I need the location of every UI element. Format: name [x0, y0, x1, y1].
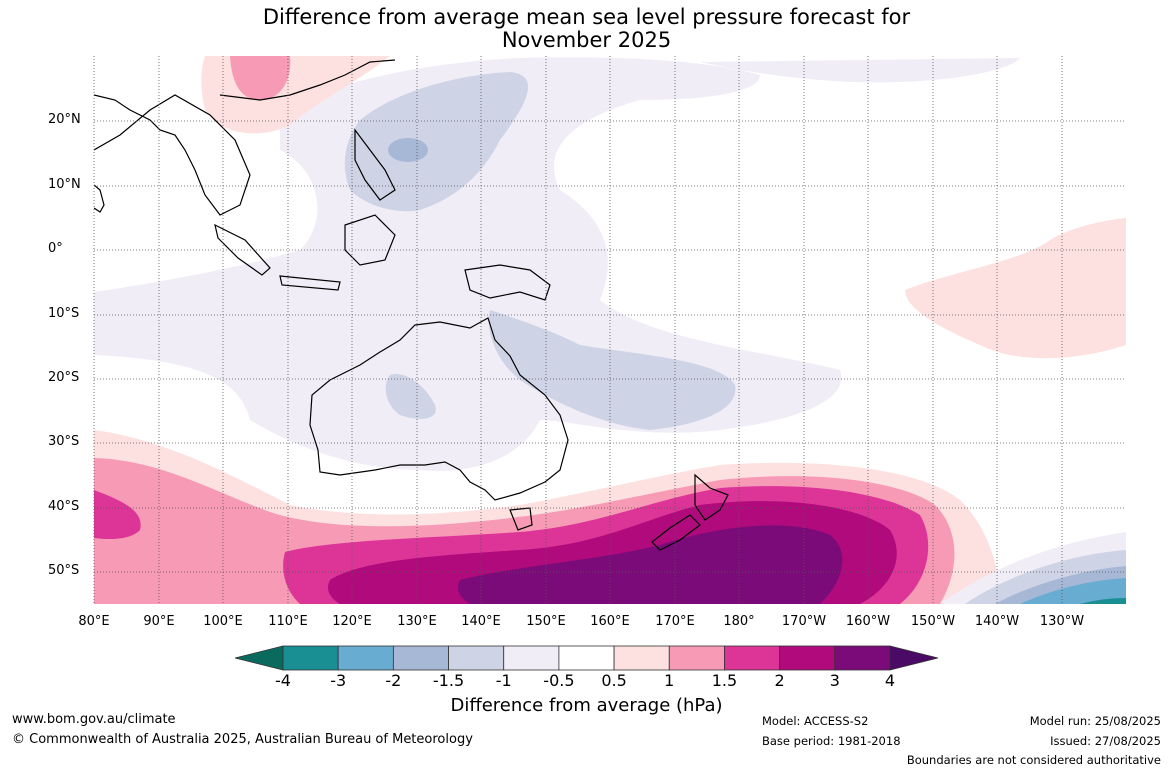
longitude-tick-label: 120°E [332, 614, 372, 629]
colorbar-tick-label: -0.5 [543, 671, 575, 690]
footer-base-period: Base period: 1981-2018 [762, 734, 901, 748]
latitude-tick-label: 30°S [48, 434, 80, 449]
longitude-tick-label: 150°E [526, 614, 566, 629]
colorbar-swatch [282, 645, 339, 671]
longitude-tick-label: 130°W [1039, 614, 1085, 629]
longitude-tick-label: 160°W [845, 614, 891, 629]
latitude-tick-label: 10°N [48, 177, 81, 192]
longitude-tick-label: 140°W [974, 614, 1020, 629]
longitude-tick-label: 100°E [203, 614, 243, 629]
colorbar-swatch [724, 645, 781, 671]
colorbar-tick-label: 1.5 [711, 671, 738, 690]
latitude-tick-label: 10°S [48, 306, 80, 321]
longitude-tick-label: 130°E [397, 614, 437, 629]
footer-url[interactable]: www.bom.gov.au/climate [12, 712, 176, 727]
colorbar-tick-label: 4 [884, 671, 896, 690]
new-guinea-outline [464, 264, 551, 301]
anomaly-region-plus-one-north [230, 56, 291, 101]
longitude-tick-label: 170°W [781, 614, 827, 629]
colorbar-tick-label: 0.5 [601, 671, 627, 690]
colorbar-min-arrow [234, 645, 284, 671]
sumatra-outline [214, 223, 271, 276]
longitude-tick-label: 80°E [78, 614, 110, 629]
longitude-tick-label: 110°E [268, 614, 308, 629]
anomaly-region-plus-three [458, 525, 843, 604]
latitude-tick-label: 40°S [48, 499, 80, 514]
colorbar-tick-label: -3 [330, 671, 347, 690]
colorbar-tick-label: -4 [275, 671, 291, 690]
anomaly-region-minus-one-2 [488, 310, 736, 430]
colorbar-title: Difference from average (hPa) [450, 695, 723, 716]
longitude-tick-label: 90°E [143, 614, 175, 629]
colorbar-swatch [337, 645, 394, 671]
colorbar-tick-label: 3 [829, 671, 840, 690]
australia-outline [309, 317, 569, 501]
colorbar-swatch [448, 645, 505, 671]
latitude-tick-label: 20°S [48, 370, 80, 385]
new-zealand-north [694, 473, 729, 521]
latitude-tick-label: 50°S [48, 563, 80, 578]
anomaly-region-minus-one [344, 72, 529, 212]
colorbar-tick-label: 1 [664, 671, 675, 690]
china-coast [219, 59, 396, 101]
anomaly-region-plus-half-east [905, 218, 1126, 359]
footer-model-run: Model run: 25/08/2025 [1029, 714, 1161, 728]
anomaly-region-plus-onehalf-south [94, 490, 141, 540]
colorbar-tick-label: 2 [774, 671, 785, 690]
longitude-tick-label: 170°E [655, 614, 695, 629]
philippines-outline [354, 128, 396, 201]
map-title-line2: November 2025 [501, 28, 672, 52]
latitude-tick-label: 0° [48, 241, 63, 256]
footer-issued: Issued: 27/08/2025 [1050, 734, 1161, 748]
colorbar-tick-label: -1 [495, 671, 512, 690]
anomaly-region-minus-three-se [1080, 598, 1126, 604]
footer-model: Model: ACCESS-S2 [762, 714, 869, 728]
map-title-line1: Difference from average mean sea level p… [262, 5, 911, 29]
colorbar-max-arrow [889, 645, 939, 671]
anomaly-region-minus-one-3 [385, 374, 436, 419]
anomaly-region-minus-half-2 [700, 58, 1020, 83]
longitude-tick-label: 140°E [461, 614, 501, 629]
java-outline [279, 275, 341, 291]
colorbar-swatch [392, 645, 449, 671]
colorbar-tick-label: -1.5 [432, 671, 465, 690]
colorbar-swatch [779, 645, 836, 671]
colorbar-swatch [558, 645, 615, 671]
borneo-outline [344, 214, 396, 266]
longitude-tick-label: 150°W [910, 614, 956, 629]
colorbar-tick-label: -2 [385, 671, 402, 690]
anomaly-region-minus-onehalf [388, 138, 428, 162]
map-gridlines [93, 56, 1126, 604]
footer-copyright: © Commonwealth of Australia 2025, Austra… [12, 732, 473, 747]
india-tip [94, 184, 105, 213]
longitude-tick-label: 160°E [590, 614, 630, 629]
longitude-tick-label: 180° [723, 614, 755, 629]
colorbar-swatch [503, 645, 560, 671]
anomaly-region-minus-two-se [1020, 578, 1126, 604]
new-zealand-south [651, 514, 701, 551]
coastlines [94, 59, 729, 551]
colorbar-swatch [668, 645, 725, 671]
asia-coast [94, 94, 251, 216]
tasmania-outline [509, 507, 533, 531]
colorbar-swatch [613, 645, 670, 671]
latitude-tick-label: 20°N [48, 112, 81, 127]
colorbar-swatch [834, 645, 891, 671]
footer-disclaimer: Boundaries are not considered authoritat… [906, 753, 1161, 767]
colorbar [234, 645, 939, 671]
